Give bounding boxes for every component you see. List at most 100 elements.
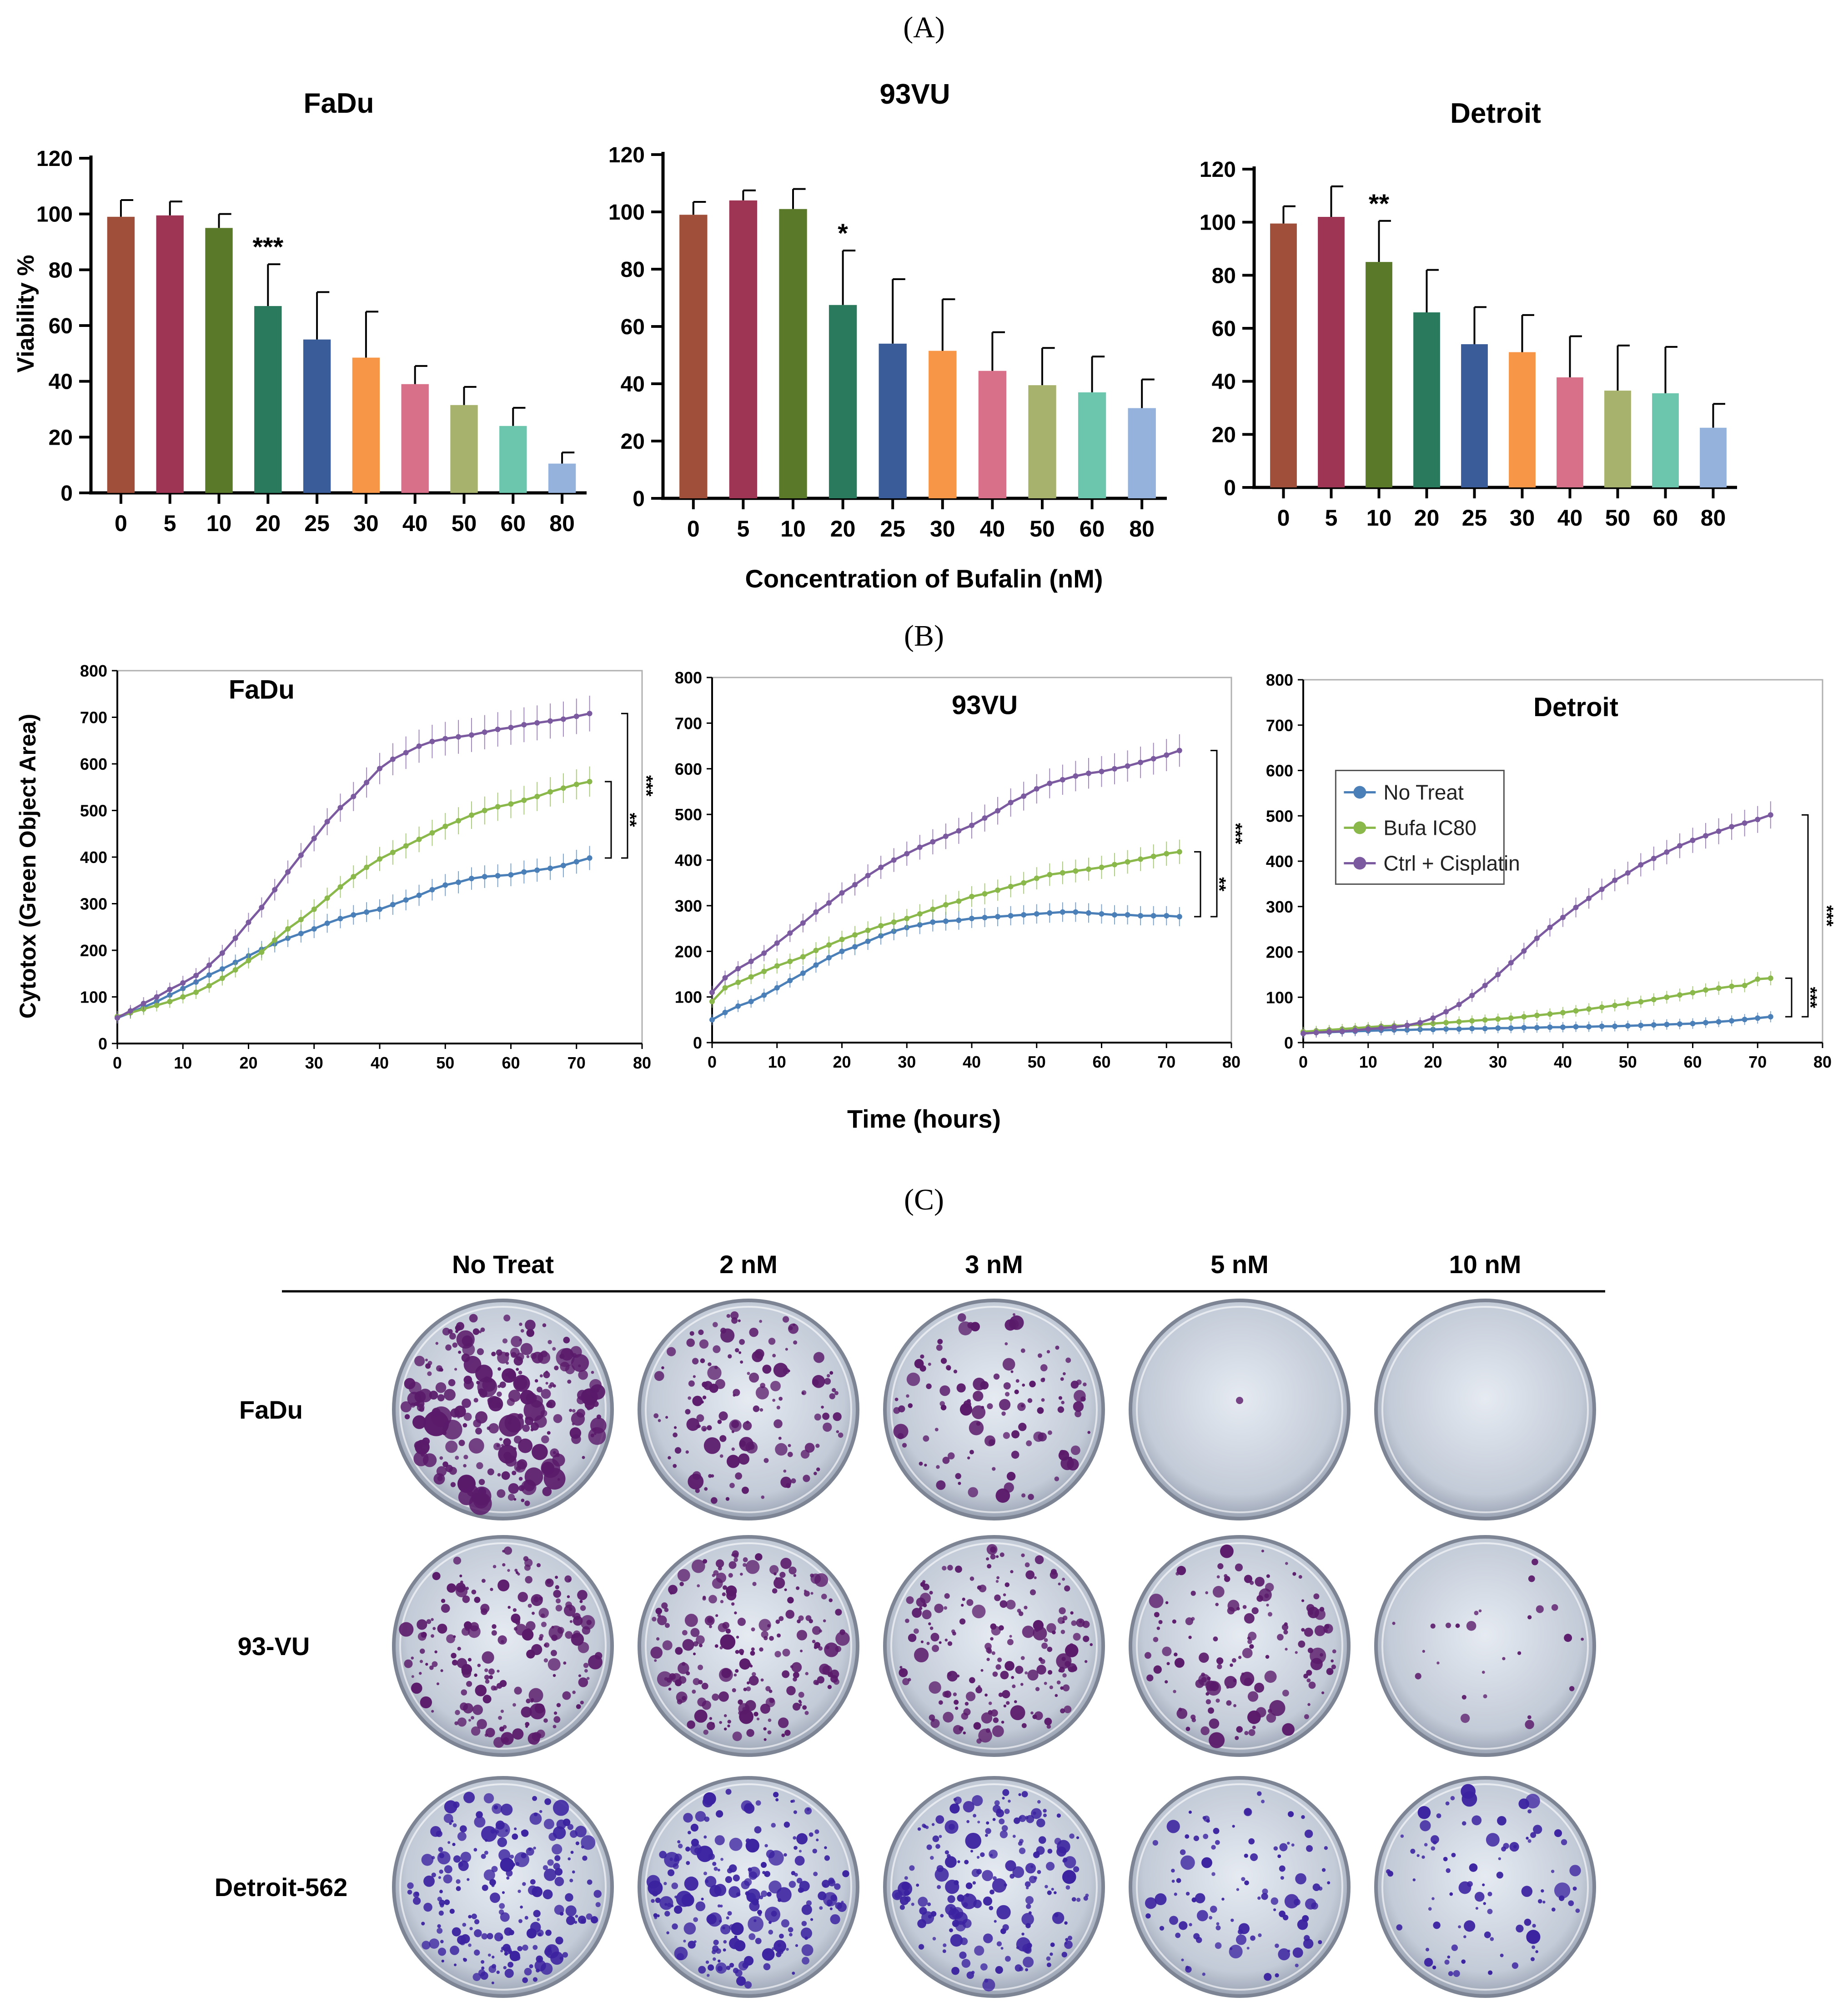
colony [1074, 1390, 1086, 1402]
colony [989, 1849, 998, 1859]
colony [1034, 1576, 1037, 1580]
colony [692, 1358, 699, 1365]
colony [899, 1668, 908, 1677]
bar [879, 343, 907, 498]
y-tick-label: 300 [1266, 898, 1293, 916]
colony [930, 1856, 934, 1860]
colony [983, 1933, 993, 1943]
colony [1050, 1942, 1055, 1947]
colony [411, 1675, 414, 1678]
colony [1185, 1892, 1190, 1896]
colony [953, 1692, 957, 1696]
colony [1011, 1450, 1019, 1459]
colony [1224, 1676, 1237, 1689]
plate-rim [399, 1306, 607, 1513]
colony [975, 1686, 983, 1694]
colony [454, 1721, 458, 1726]
colony [768, 1850, 784, 1866]
colony [529, 1812, 542, 1825]
data-point [1495, 1016, 1501, 1022]
data-point [774, 963, 780, 969]
colony [822, 1412, 830, 1420]
data-point [735, 966, 741, 972]
colony [560, 1361, 570, 1372]
colony [590, 1417, 607, 1434]
colony [976, 1856, 980, 1859]
colony [674, 1447, 682, 1454]
data-point [1164, 752, 1170, 758]
colony [814, 1413, 821, 1421]
colony [1006, 1701, 1010, 1705]
colony [1561, 1839, 1567, 1846]
colony [1061, 1952, 1068, 1957]
colony [719, 1721, 722, 1724]
colony [697, 1846, 713, 1862]
colony [944, 1856, 957, 1868]
colony [1047, 1670, 1053, 1675]
colony [474, 1673, 477, 1677]
colony [524, 1564, 531, 1571]
colony [1007, 1639, 1014, 1646]
y-tick-label: 120 [1200, 158, 1236, 182]
colony [499, 1381, 506, 1388]
colony [926, 1383, 932, 1390]
data-point [748, 998, 754, 1004]
colony [501, 1803, 513, 1816]
legend-label: Ctrl + Cisplatin [1383, 852, 1520, 875]
colony [1036, 1665, 1046, 1675]
colony [1235, 1934, 1247, 1945]
colony [1159, 1926, 1165, 1931]
colony [775, 1798, 779, 1801]
colony [782, 1670, 790, 1678]
colony [429, 1938, 440, 1949]
colony [1247, 1639, 1252, 1644]
colony [990, 1709, 998, 1717]
colony [1266, 1713, 1276, 1723]
colony [761, 1890, 768, 1897]
colony [785, 1610, 795, 1619]
colony [532, 1444, 548, 1460]
y-tick-label: 200 [80, 941, 107, 960]
data-point [930, 906, 936, 912]
data-point [1176, 748, 1182, 753]
data-point [403, 897, 409, 903]
significance-bracket-inner [1194, 851, 1201, 918]
colony [522, 1882, 526, 1886]
significance-bracket-inner-label: ** [620, 813, 640, 827]
colony [961, 1712, 969, 1720]
colony [652, 1616, 657, 1622]
colony [704, 1487, 708, 1491]
colony [671, 1673, 682, 1683]
plate-rim [1136, 1306, 1343, 1513]
colony [506, 1876, 510, 1880]
colony [1011, 1676, 1014, 1679]
colony [1029, 1589, 1036, 1596]
data-point [1150, 756, 1156, 762]
data-point [508, 725, 514, 731]
colony [1292, 1572, 1296, 1576]
colony-column-header: 10 nM [1449, 1250, 1522, 1279]
colony [1215, 1942, 1222, 1949]
colony [996, 1941, 1002, 1947]
colony [661, 1366, 664, 1370]
colony [1004, 1342, 1008, 1345]
colony [441, 1604, 450, 1613]
colony [1215, 1698, 1220, 1703]
data-point [285, 935, 291, 941]
colony [497, 1391, 502, 1397]
colony [768, 1930, 773, 1935]
colony [824, 1855, 830, 1861]
y-tick-label: 300 [80, 895, 107, 913]
colony [482, 1651, 494, 1664]
bar [1318, 217, 1345, 487]
colony [1002, 1789, 1009, 1796]
colony [480, 1604, 490, 1613]
colony [976, 1869, 982, 1875]
data-point [1047, 780, 1053, 786]
colony [684, 1614, 698, 1627]
colony [482, 1579, 486, 1583]
colony [743, 1687, 747, 1691]
